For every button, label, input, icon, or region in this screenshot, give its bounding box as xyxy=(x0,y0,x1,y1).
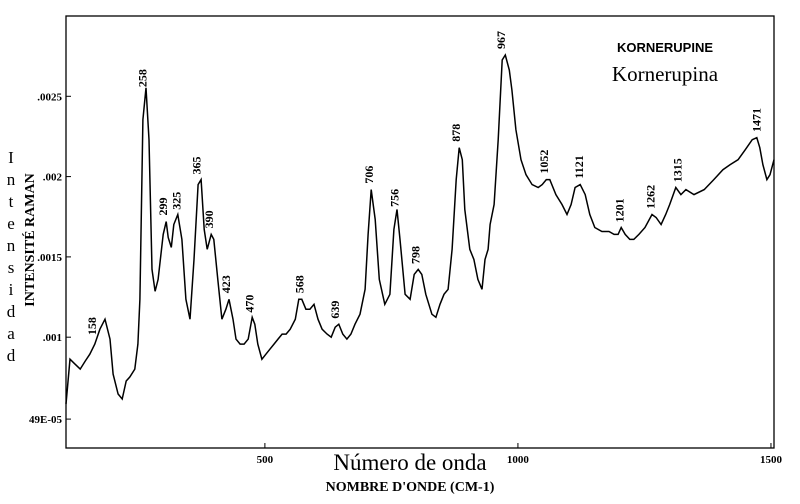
peak-label: 470 xyxy=(243,295,257,313)
y-axis-label: Intensidad xyxy=(2,148,21,368)
peak-label: 1052 xyxy=(537,150,551,174)
peak-label: 1471 xyxy=(749,108,763,132)
y-tick-label: .0025 xyxy=(37,91,62,103)
peak-label: 390 xyxy=(202,210,216,228)
peak-label: 1315 xyxy=(670,158,684,182)
peak-label: 299 xyxy=(156,198,170,216)
annotation: KORNERUPINE xyxy=(617,40,713,55)
y-axis-label: INTENSITÉ RAMAN xyxy=(21,173,38,306)
annotation: Kornerupina xyxy=(612,62,719,86)
x-axis-label: NOMBRE D'ONDE (CM-1) xyxy=(326,480,495,495)
y-tick-label: .001 xyxy=(43,332,62,344)
peak-label: 756 xyxy=(387,189,401,207)
y-tick-label: .002 xyxy=(43,172,63,184)
peak-label: 325 xyxy=(169,192,183,210)
peak-label: 1121 xyxy=(572,155,586,178)
peak-label: 878 xyxy=(449,124,463,142)
peak-label: 365 xyxy=(190,156,204,174)
peak-label: 1262 xyxy=(644,185,658,209)
x-tick-label: 500 xyxy=(257,454,274,466)
peak-label: 798 xyxy=(409,246,423,264)
plot-frame xyxy=(65,15,775,449)
y-tick-label: .0015 xyxy=(37,252,62,264)
peak-label: 158 xyxy=(85,317,99,335)
spectrum-line xyxy=(65,53,775,405)
peak-label: 568 xyxy=(292,275,306,293)
peak-label: 423 xyxy=(219,275,233,293)
peak-label: 1201 xyxy=(613,198,627,222)
peak-label: 258 xyxy=(135,69,149,87)
x-axis-label: Número de onda xyxy=(333,450,486,475)
peak-label: 967 xyxy=(494,31,508,49)
x-tick-label: 1500 xyxy=(760,454,783,466)
y-tick-label: 49E-05 xyxy=(29,414,63,426)
peak-label: 639 xyxy=(328,301,342,319)
x-tick-label: 1000 xyxy=(507,454,530,466)
peak-label: 706 xyxy=(362,166,376,184)
